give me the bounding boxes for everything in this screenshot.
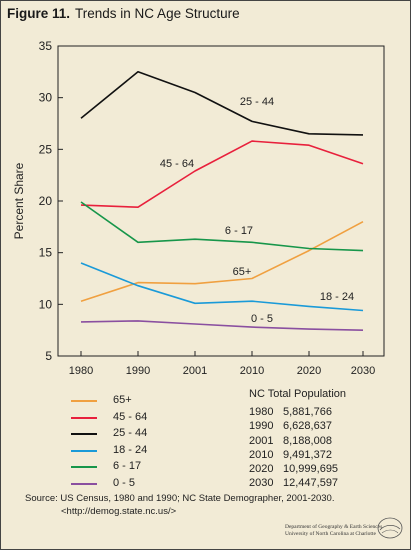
series-label-25-44: 25 - 44	[240, 96, 274, 108]
legend-label: 0 - 5	[113, 476, 136, 489]
chart-legend: 65+ 45 - 64 25 - 44 18 - 24 6 - 17 0 - 5	[71, 393, 181, 492]
legend-item: 18 - 24	[71, 443, 181, 460]
legend-label: 65+	[113, 394, 132, 406]
legend-label: 25 - 44	[113, 427, 148, 439]
x-tick-label: 2010	[240, 365, 264, 377]
x-tick-label: 2030	[351, 365, 375, 377]
series-label-6-17: 6 - 17	[225, 225, 253, 237]
legend-item: 65+	[71, 393, 181, 410]
population-row: 2020 10,999,695	[249, 463, 346, 477]
legend-swatch	[71, 449, 97, 452]
legend-item: 45 - 64	[71, 410, 181, 427]
legend-label: 18 - 24	[113, 443, 148, 456]
series-line-45-64	[80, 140, 364, 208]
population-value: 5,881,766	[283, 406, 332, 418]
y-tick-label: 35	[39, 39, 53, 53]
x-tick-label: 2020	[297, 365, 321, 377]
population-table: NC Total Population 1980 5,881,766 1990 6,6…	[249, 388, 346, 492]
population-year: 2020	[249, 463, 274, 476]
legend-swatch	[71, 416, 97, 419]
population-value: 8,188,008	[283, 434, 332, 447]
series-label-45-64: 45 - 64	[160, 158, 194, 170]
population-year: 1990	[249, 420, 274, 433]
y-tick-label: 15	[39, 246, 53, 260]
x-tick-label: 1980	[69, 365, 93, 377]
population-row: 2030 12,447,597	[249, 477, 346, 491]
y-tick-label: 30	[39, 91, 53, 105]
plot-frame	[57, 45, 385, 357]
population-value: 10,999,695	[283, 463, 339, 476]
figure-title-text: Trends in NC Age Structure	[75, 6, 240, 21]
population-value: 6,628,637	[283, 420, 332, 433]
legend-swatch	[71, 466, 97, 468]
population-year: 1980	[249, 406, 274, 418]
chart-axes: 5 10 15 20 25 30 35 1980 1990 2001 2010 2020 2030 Per…	[12, 39, 385, 377]
legend-item: 25 - 44	[71, 426, 181, 443]
population-row: 2010 9,491,372	[249, 449, 346, 463]
y-tick-label: 10	[39, 297, 53, 311]
series-line-65	[80, 220, 364, 302]
population-table-title: NC Total Population	[249, 388, 347, 400]
legend-swatch	[71, 482, 97, 485]
source-url: <http://demog.state.nc.us/>	[61, 505, 177, 517]
logo-line-1: Department of Geography & Earth Sciences	[285, 524, 383, 530]
population-row: 2001 8,188,008	[249, 435, 346, 449]
y-tick-label: 20	[39, 194, 53, 208]
population-value: 12,447,597	[283, 477, 339, 490]
logo-text: Department of Geography & Earth Sciences…	[285, 524, 382, 537]
population-year: 2001	[249, 434, 274, 447]
line-chart: 5 10 15 20 25 30 35 1980 1990 2001 2010 2020 2030 Per…	[12, 39, 385, 377]
series-label-0-5: 0 - 5	[251, 313, 273, 325]
population-value: 9,491,372	[283, 448, 332, 461]
population-table-rows: 1980 5,881,766 1990 6,628,637 2001 8,188,008 2…	[249, 406, 346, 492]
population-year: 2010	[249, 448, 274, 461]
legend-label: 45 - 64	[113, 410, 148, 423]
legend-item: 6 - 17	[71, 459, 181, 476]
legend-swatch	[71, 433, 97, 435]
logo-line-2: University of North Carolina at Charlott…	[285, 530, 376, 537]
y-tick-label: 25	[39, 142, 53, 156]
logo-mark-icon	[377, 517, 403, 539]
figure-title: Figure 11. Trends in NC Age Structure	[7, 6, 240, 21]
y-axis-label: Percent Share	[12, 162, 26, 239]
series-label-18-24: 18 - 24	[320, 291, 354, 303]
series-line-6-17	[80, 201, 364, 252]
legend-swatch	[71, 400, 97, 402]
x-tick-label: 2001	[183, 365, 207, 377]
series-layer	[80, 71, 364, 331]
x-tick-label: 1990	[126, 365, 150, 377]
series-line-18-24	[80, 262, 364, 312]
series-labels-layer: 65+ 45 - 64 25 - 44 18 - 24 6 - 17 0 - 5	[160, 96, 354, 325]
series-line-0-5	[80, 320, 364, 331]
series-line-25-44	[80, 71, 364, 136]
y-tick-label: 5	[45, 349, 52, 363]
legend-label: 6 - 17	[113, 460, 142, 472]
population-row: 1980 5,881,766	[249, 406, 346, 420]
population-year: 2030	[249, 477, 274, 490]
source-line-1: Source: US Census, 1980 and 1990; NC Sta…	[25, 493, 335, 504]
legend-item: 0 - 5	[71, 476, 181, 493]
series-label-65: 65+	[233, 266, 252, 278]
figure-number: Figure 11.	[7, 6, 71, 21]
population-row: 1990 6,628,637	[249, 420, 346, 434]
source-note: Source: US Census, 1980 and 1990; NC Sta…	[25, 493, 334, 518]
department-logo: Department of Geography & Earth Sciences…	[285, 513, 403, 543]
